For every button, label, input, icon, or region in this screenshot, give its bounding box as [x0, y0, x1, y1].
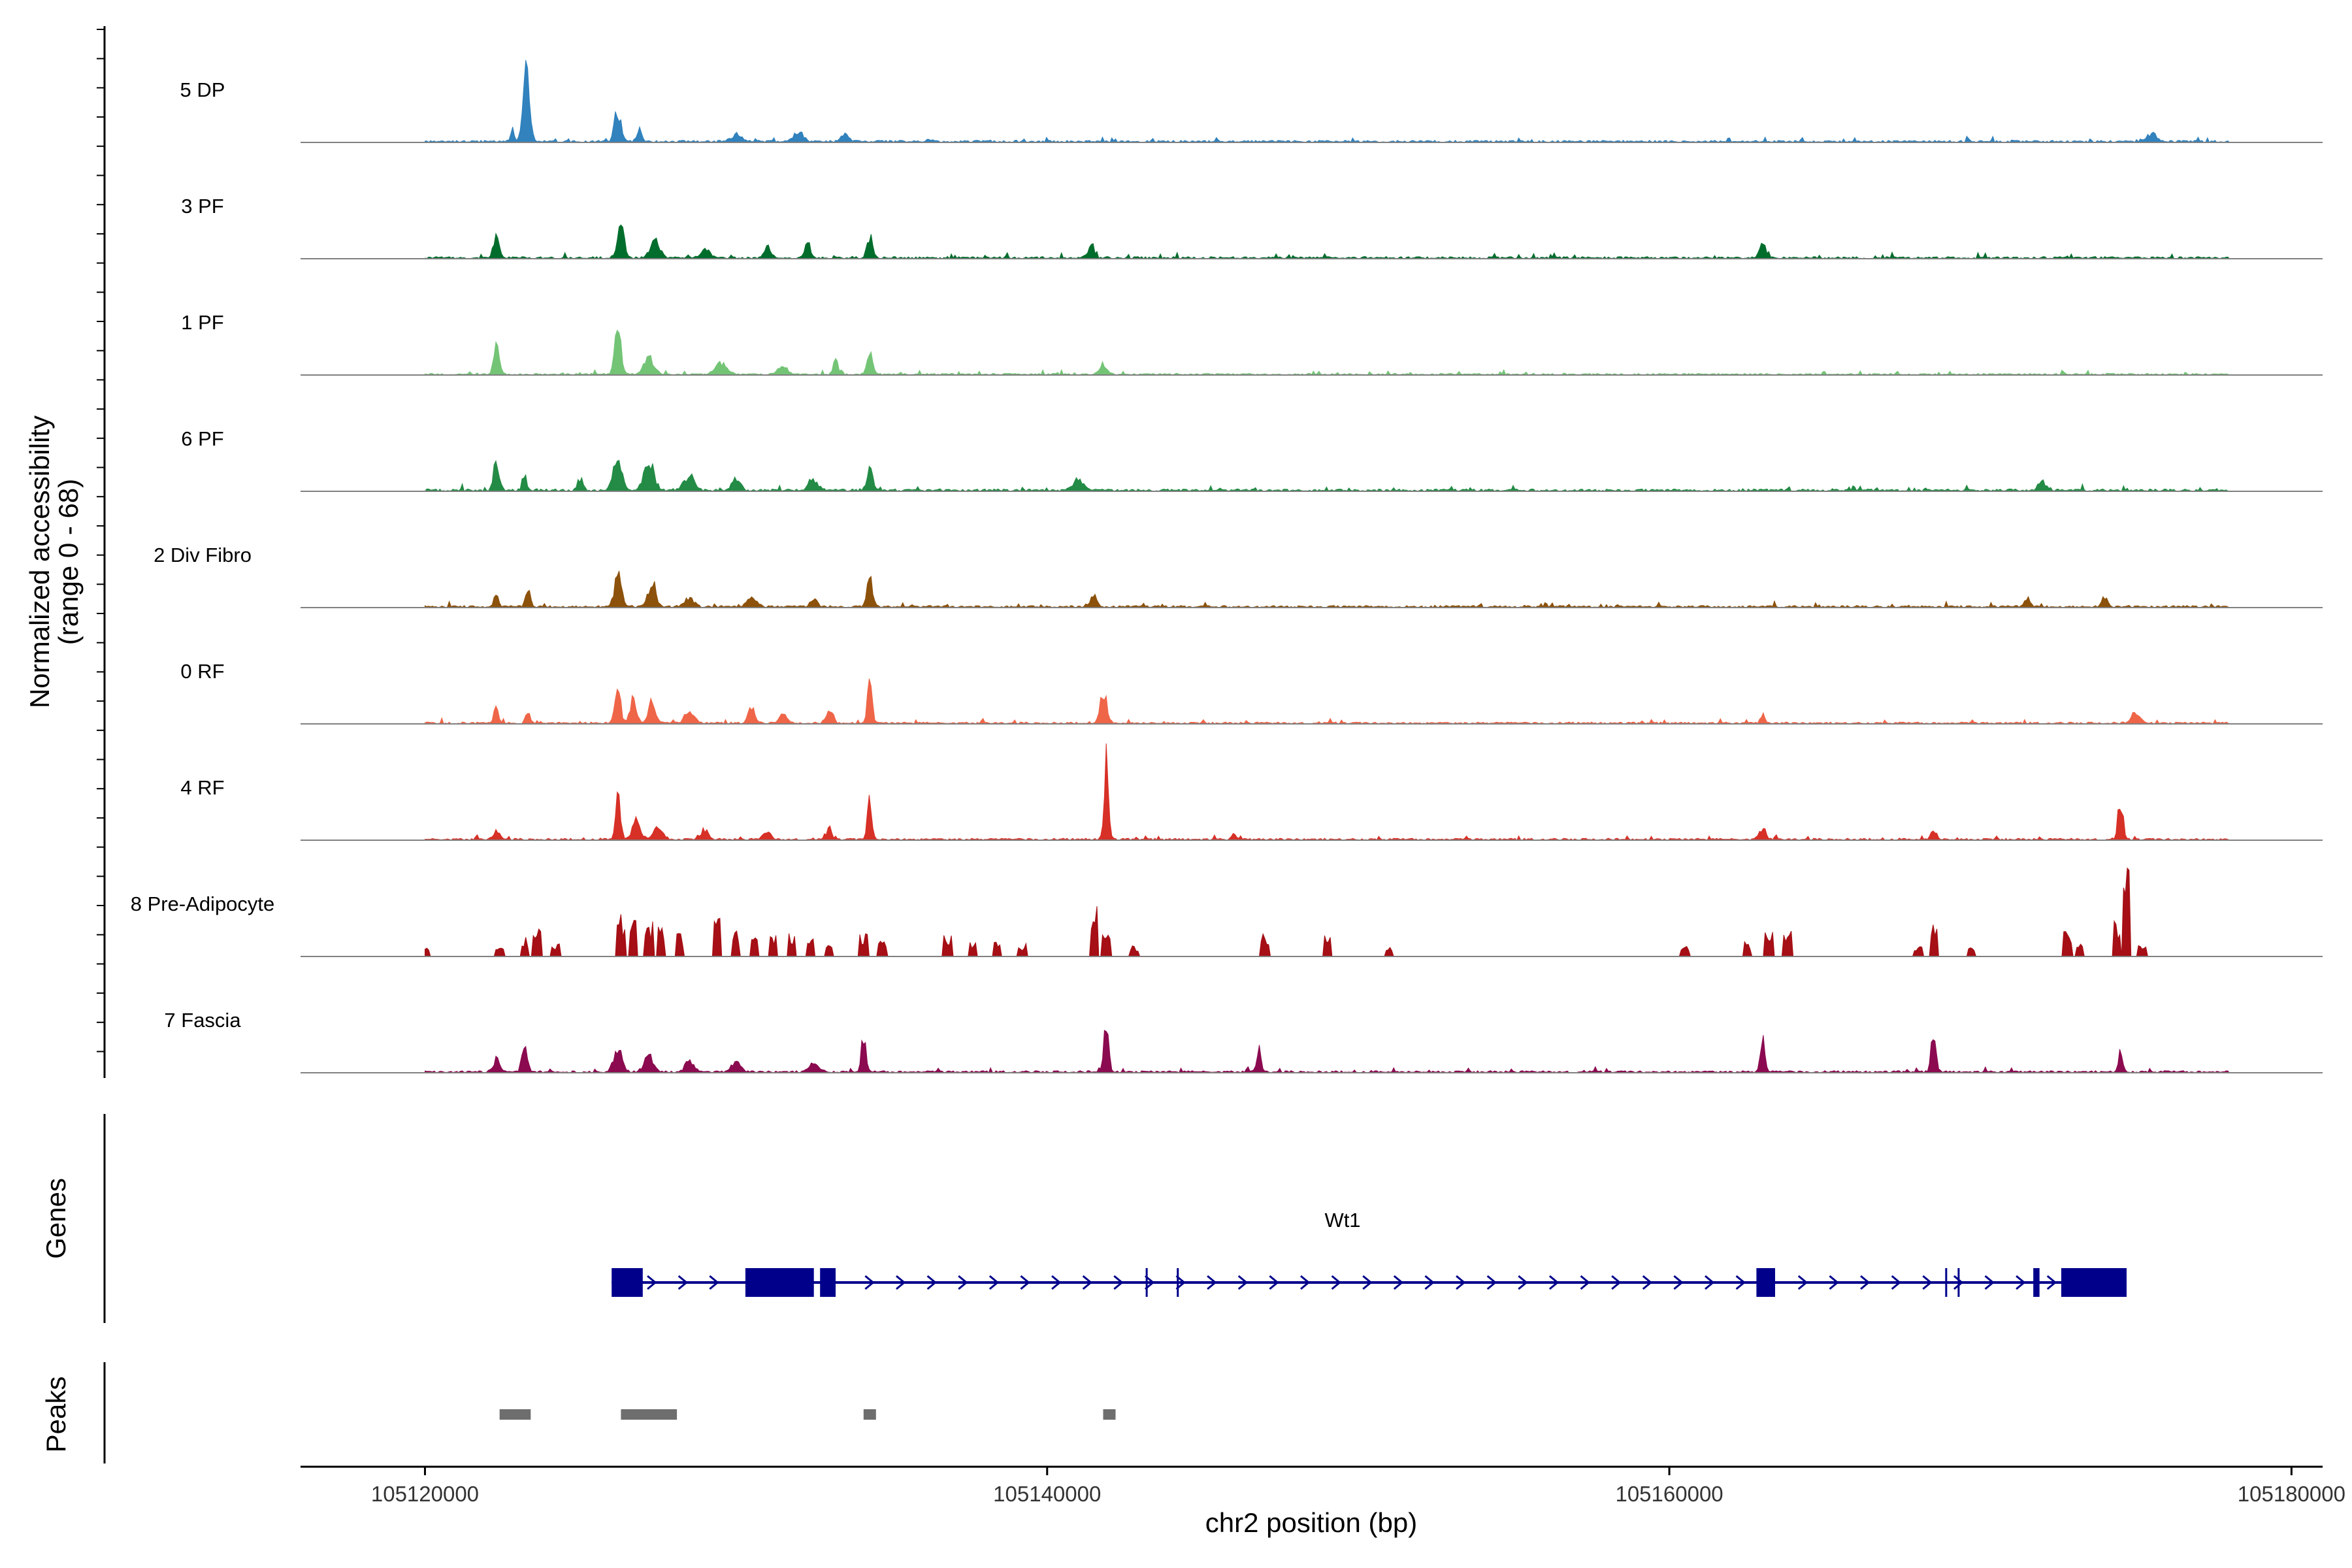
- strand-arrow: [1797, 1275, 1808, 1290]
- gene-exon: [1756, 1268, 1775, 1297]
- peak-region: [863, 1409, 876, 1420]
- strand-arrow: [864, 1275, 875, 1290]
- track-8-pre-adipocyte: 8 Pre-Adipocyte: [131, 867, 2323, 957]
- x-tick-label: 105140000: [993, 1482, 1101, 1506]
- strand-arrow: [896, 1275, 906, 1290]
- track-0-rf: 0 RF: [180, 660, 2323, 725]
- x-tick-label: 105120000: [371, 1482, 479, 1506]
- gene-exon: [612, 1268, 643, 1297]
- peak-region: [621, 1409, 678, 1420]
- strand-arrow: [1051, 1275, 1062, 1290]
- strand-arrow: [709, 1275, 719, 1290]
- strand-arrow: [1486, 1275, 1497, 1290]
- strand-arrow: [1175, 1275, 1186, 1290]
- track-6-pf: 6 PF: [181, 427, 2323, 492]
- track-2-div-fibro: 2 Div Fibro: [154, 544, 2323, 608]
- peak-region: [1103, 1409, 1116, 1420]
- strand-arrow: [1705, 1275, 1715, 1290]
- strand-arrow: [647, 1275, 657, 1290]
- strand-arrow: [1518, 1275, 1528, 1290]
- y-axis-title: Normalized accessibility (range 0 - 68): [24, 416, 84, 708]
- strand-arrow: [1207, 1275, 1217, 1290]
- strand-arrow: [1237, 1275, 1249, 1290]
- track-label: 5 DP: [180, 78, 225, 101]
- track-label: 7 Fascia: [164, 1009, 241, 1032]
- strand-arrow: [1082, 1275, 1093, 1290]
- strand-arrow: [2016, 1275, 2026, 1290]
- track-4-rf: 4 RF: [180, 743, 2323, 841]
- strand-arrow: [1456, 1275, 1466, 1290]
- strand-arrow: [1860, 1275, 1870, 1290]
- track-label: 4 RF: [180, 776, 224, 799]
- x-tick-label: 105160000: [1615, 1482, 1723, 1506]
- strand-arrow: [1362, 1275, 1373, 1290]
- coverage-area: [425, 1030, 2230, 1073]
- track-label: 1 PF: [181, 311, 223, 334]
- strand-arrow: [1984, 1275, 1995, 1290]
- strand-arrow: [1300, 1275, 1311, 1290]
- track-label: 0 RF: [180, 660, 224, 683]
- strand-arrow: [1424, 1275, 1435, 1290]
- strand-arrow: [1953, 1275, 1964, 1290]
- x-axis-title: chr2 position (bp): [1205, 1507, 1418, 1538]
- strand-arrow: [2046, 1275, 2057, 1290]
- coverage-area: [425, 570, 2231, 608]
- coverage-area: [425, 224, 2230, 259]
- strand-arrow: [1735, 1275, 1746, 1290]
- strand-arrow: [1113, 1275, 1124, 1290]
- strand-arrow: [1611, 1275, 1622, 1290]
- track-label: 8 Pre-Adipocyte: [131, 892, 275, 915]
- strand-arrow: [1673, 1275, 1684, 1290]
- peaks-panel-label: Peaks: [41, 1377, 71, 1453]
- track-1-pf: 1 PF: [181, 311, 2323, 376]
- strand-arrow: [678, 1275, 689, 1290]
- gene-name: Wt1: [1324, 1209, 1360, 1232]
- y-axis-title-line1: Normalized accessibility: [24, 416, 55, 708]
- strand-arrow: [1269, 1275, 1279, 1290]
- gene-exon: [745, 1268, 814, 1297]
- gene-track: Wt1: [612, 1209, 2127, 1297]
- track-label: 2 Div Fibro: [154, 544, 252, 566]
- coverage-tracks: 5 DP 3 PF 1 PF 6 PF 2 Div Fibro 0 RF 4 RF 8 Pre…: [131, 59, 2323, 1073]
- strand-arrow: [988, 1275, 1000, 1290]
- strand-arrow: [1829, 1275, 1839, 1290]
- coverage-area: [425, 329, 2230, 376]
- gene-exon: [2061, 1268, 2127, 1297]
- track-3-pf: 3 PF: [181, 195, 2323, 259]
- coverage-area: [425, 59, 2230, 143]
- gene-exon: [2033, 1268, 2040, 1297]
- track-7-fascia: 7 Fascia: [164, 1009, 2323, 1073]
- strand-arrow: [1580, 1275, 1590, 1290]
- coverage-area: [425, 867, 2230, 957]
- strand-arrow: [1020, 1275, 1030, 1290]
- coverage-area: [425, 743, 2231, 841]
- strand-arrow: [1144, 1275, 1155, 1290]
- strand-arrow: [1393, 1275, 1404, 1290]
- y-axis-title-line2: (range 0 - 68): [53, 479, 84, 645]
- strand-arrow: [958, 1275, 968, 1290]
- strand-arrow: [1331, 1275, 1341, 1290]
- x-tick-label: 105180000: [2238, 1482, 2345, 1506]
- strand-arrow: [1922, 1275, 1933, 1290]
- strand-arrow: [1891, 1275, 1902, 1290]
- x-axis-ticks: 105120000 105140000 105160000 105180000: [371, 1467, 2345, 1506]
- genes-panel-label: Genes: [41, 1178, 71, 1259]
- coverage-area: [425, 459, 2230, 492]
- peak-track: [499, 1409, 1116, 1420]
- track-label: 3 PF: [181, 195, 223, 218]
- coverage-area: [425, 678, 2230, 725]
- strand-arrow: [1548, 1275, 1560, 1290]
- coverage-y-ticks: [97, 29, 105, 1053]
- peak-region: [499, 1409, 531, 1420]
- strand-arrow: [926, 1275, 937, 1290]
- track-5-dp: 5 DP: [180, 59, 2323, 143]
- gene-exon: [820, 1268, 836, 1297]
- track-label: 6 PF: [181, 427, 223, 450]
- strand-arrow: [1642, 1275, 1653, 1290]
